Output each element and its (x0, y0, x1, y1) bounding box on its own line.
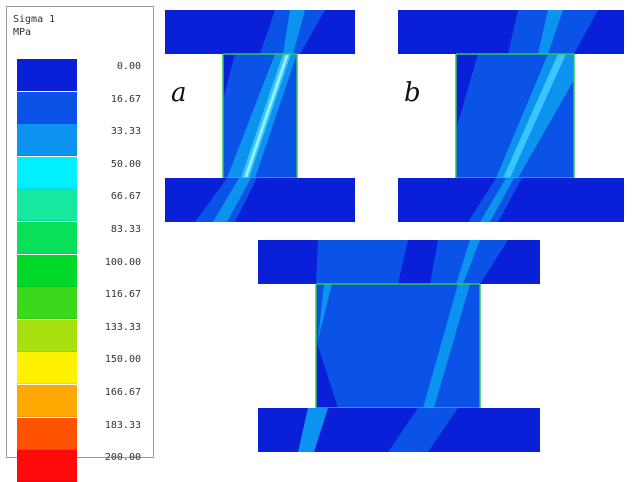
stress-panel-a: a (165, 10, 355, 222)
panel-label-b: b (404, 78, 421, 108)
legend-tick-label: 66.67 (110, 191, 141, 203)
stress-band-peak (244, 54, 289, 178)
legend-tick-label: 166.67 (104, 387, 141, 398)
legend-tick-label: 50.00 (110, 158, 141, 170)
legend-swatch (17, 450, 77, 482)
low-stress-zone (223, 54, 235, 100)
legend-swatch (17, 91, 77, 124)
legend-swatch (17, 417, 77, 450)
legend-swatch (17, 319, 77, 352)
bottom-flange-highlight (213, 178, 251, 222)
top-flange (165, 10, 355, 54)
top-flange-highlight (538, 10, 563, 54)
legend-swatch (17, 385, 77, 417)
legend-swatch (17, 59, 77, 91)
legend-tick-label: 150.00 (104, 354, 141, 366)
legend-tick-label: 133.33 (104, 321, 141, 333)
legend-title: Sigma 1 MPa (13, 13, 55, 39)
legend-swatch (17, 189, 77, 222)
top-flange-band (316, 240, 408, 284)
legend-tick-label: 200.00 (104, 452, 141, 464)
legend-tick-label: 100.00 (104, 256, 141, 268)
legend-swatch (17, 156, 77, 189)
stress-band (423, 284, 470, 408)
legend-tick-label: 83.33 (110, 224, 141, 235)
stress-panel-c (258, 240, 540, 452)
stress-map-a (165, 10, 355, 222)
panel-label-a: a (171, 78, 187, 108)
bottom-flange-band (388, 408, 458, 452)
bottom-flange-highlight (298, 408, 328, 452)
top-flange-highlight (456, 240, 480, 284)
stress-map-b (398, 10, 624, 222)
low-stress-zone (316, 340, 338, 408)
legend-tick-label: 33.33 (110, 126, 141, 138)
stress-panel-b: b (398, 10, 624, 222)
legend-tick-label: 183.33 (104, 419, 141, 431)
stress-legend: Sigma 1 MPa 0.00 16.67 33.33 50.00 66.67 83.3… (6, 6, 154, 482)
legend-tick-label: 116.67 (104, 289, 141, 301)
legend-title-unit: MPa (13, 27, 32, 38)
legend-swatch (17, 222, 77, 254)
legend-swatch (17, 254, 77, 287)
stress-band-left (318, 284, 332, 340)
legend-tick-label: 0.00 (116, 61, 141, 72)
legend-swatch (17, 352, 77, 385)
stress-band-core (503, 54, 566, 178)
bottom-flange (165, 178, 355, 222)
stress-map-c (258, 240, 540, 452)
top-flange-highlight (283, 10, 305, 54)
legend-tick-label: 16.67 (110, 93, 141, 105)
legend-swatch (17, 124, 77, 157)
bottom-flange-highlight (480, 178, 514, 222)
legend-swatch (17, 287, 77, 320)
legend-title-quantity: Sigma 1 (13, 14, 56, 25)
low-stress-zone (456, 54, 478, 130)
